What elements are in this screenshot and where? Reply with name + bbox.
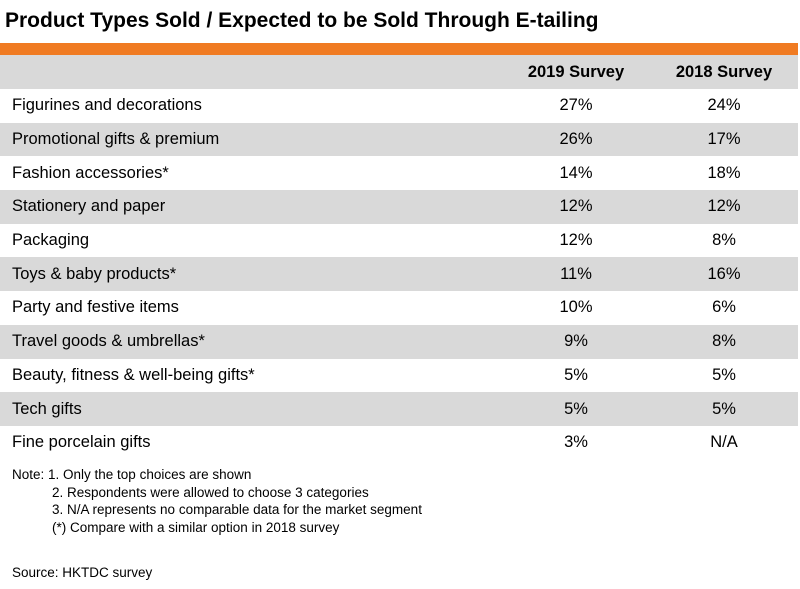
row-label: Figurines and decorations — [12, 96, 202, 115]
table-row: Stationery and paper 12% 12% — [0, 190, 798, 224]
page-title: Product Types Sold / Expected to be Sold… — [5, 9, 599, 32]
value-2018: N/A — [710, 433, 738, 452]
value-2018: 8% — [712, 231, 736, 250]
value-2018: 17% — [707, 130, 741, 149]
value-2019: 3% — [564, 433, 588, 452]
row-label: Travel goods & umbrellas* — [12, 332, 205, 351]
note-line: 3. N/A represents no comparable data for… — [52, 502, 422, 518]
value-2019: 27% — [559, 96, 593, 115]
value-2018: 6% — [712, 298, 736, 317]
row-label: Beauty, fitness & well-being gifts* — [12, 365, 255, 384]
note-line: Note: 1. Only the top choices are shown — [12, 467, 252, 482]
value-2018: 18% — [707, 163, 741, 182]
table-row: Packaging 12% 8% — [0, 223, 798, 258]
row-label: Party and festive items — [12, 298, 179, 317]
row-label: Fashion accessories* — [12, 163, 169, 182]
value-2019: 14% — [559, 163, 593, 182]
notes: Note: 1. Only the top choices are shown … — [12, 466, 422, 536]
value-2019: 26% — [559, 130, 593, 149]
row-label: Promotional gifts & premium — [12, 130, 220, 149]
row-label: Fine porcelain gifts — [12, 433, 151, 452]
row-label: Packaging — [12, 231, 90, 250]
column-header-2018: 2018 Survey — [675, 62, 773, 81]
value-2019: 9% — [564, 332, 588, 351]
row-label: Stationery and paper — [12, 197, 166, 216]
value-2018: 12% — [707, 197, 741, 216]
table-body: Figurines and decorations 27% 24% Promotion… — [0, 89, 798, 460]
value-2019: 5% — [564, 399, 588, 418]
value-2019: 12% — [559, 197, 593, 216]
table-row: Fashion accessories* 14% 18% — [0, 156, 798, 191]
value-2019: 5% — [564, 365, 588, 384]
value-2019: 10% — [559, 298, 593, 317]
table-row: Promotional gifts & premium 26% 17% — [0, 122, 798, 157]
table-row: Travel goods & umbrellas* 9% 8% — [0, 324, 798, 359]
value-2018: 5% — [712, 399, 736, 418]
row-label: Toys & baby products* — [12, 264, 177, 283]
source-note: Source: HKTDC survey — [12, 565, 153, 580]
table-header-row: 2019 Survey 2018 Survey — [0, 55, 798, 89]
note-line: (*) Compare with a similar option in 201… — [52, 519, 340, 535]
note-line: 2. Respondents were allowed to choose 3 … — [52, 484, 369, 500]
accent-bar — [0, 43, 798, 55]
table-row: Toys & baby products* 11% 16% — [0, 257, 798, 292]
table-row: Figurines and decorations 27% 24% — [0, 89, 798, 123]
value-2018: 24% — [707, 96, 741, 115]
value-2019: 11% — [560, 264, 592, 283]
column-header-2019: 2019 Survey — [527, 62, 625, 81]
value-2018: 16% — [707, 264, 741, 283]
table-row: Tech gifts 5% 5% — [0, 392, 798, 426]
row-label: Tech gifts — [12, 399, 82, 418]
value-2018: 5% — [712, 365, 736, 384]
table-row: Party and festive items 10% 6% — [0, 291, 798, 325]
table-row: Fine porcelain gifts 3% N/A — [0, 425, 798, 460]
value-2019: 12% — [559, 231, 593, 250]
value-2018: 8% — [712, 332, 736, 351]
table-row: Beauty, fitness & well-being gifts* 5% 5% — [0, 358, 798, 393]
data-table: 2019 Survey 2018 Survey Figurines and de… — [0, 55, 798, 460]
